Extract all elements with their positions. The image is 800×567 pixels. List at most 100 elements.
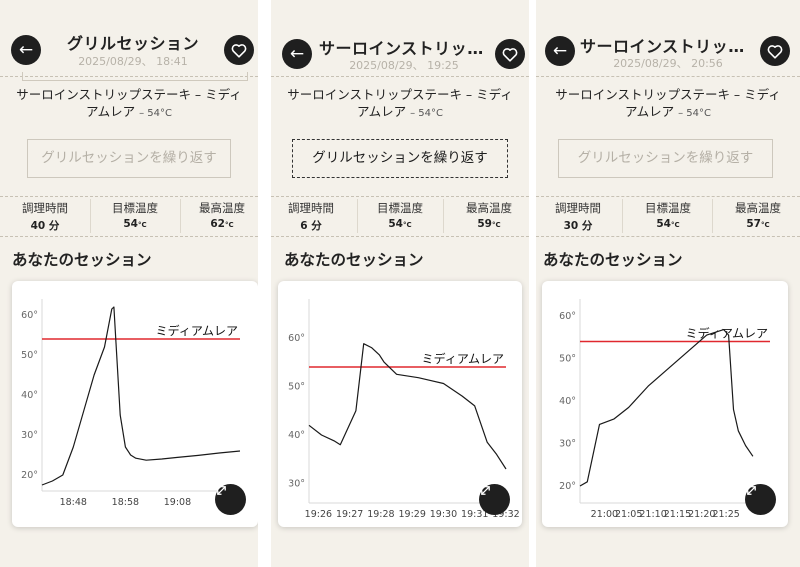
y-tick-label: 50°: [288, 381, 305, 392]
repeat-session-button[interactable]: グリルセッションを繰り返す: [558, 139, 773, 178]
stats-divider-bottom: [0, 236, 258, 237]
recipe-temp: – 54°C: [678, 108, 711, 119]
stat-label: 最高温度: [735, 201, 781, 215]
back-button[interactable]: ←: [545, 36, 575, 66]
y-tick-label: 40°: [288, 430, 305, 441]
favorite-button[interactable]: [224, 35, 254, 65]
recipe-temp: – 54°C: [410, 108, 443, 119]
heart-icon: [231, 43, 247, 58]
y-tick-label: 50°: [21, 350, 38, 361]
stat-label: 調理時間: [288, 201, 334, 215]
expand-arrows-icon: [747, 486, 756, 495]
session-panel: ← グリルセッション 2025/08/29、 18:41 サーロインストリップス…: [0, 0, 258, 567]
stats-divider-bottom: [536, 236, 800, 237]
stat-value: 57°C: [746, 218, 770, 230]
session-panel: ← サーロインストリップ... 2025/08/29、 19:25 サーロインス…: [271, 0, 529, 567]
y-tick-label: 30°: [559, 439, 576, 450]
repeat-session-button[interactable]: グリルセッションを繰り返す: [27, 139, 231, 178]
heart-icon: [502, 47, 518, 62]
header-divider: [0, 76, 258, 77]
stat-value: 30 分: [563, 220, 593, 232]
stat-label: 調理時間: [22, 201, 68, 215]
stat-divider: [90, 199, 91, 233]
temperature-chart-card: 30° 40° 50° 60° 19:26 19:27 19:28 19:29 19:30 19:…: [278, 281, 522, 527]
stat-label: 目標温度: [112, 201, 158, 215]
page-title: サーロインストリップ...: [580, 37, 756, 56]
recipe-temp: – 54°C: [139, 108, 172, 119]
x-tick-label: 19:30: [430, 509, 457, 520]
stat-label: 調理時間: [555, 201, 601, 215]
recipe-line1: サーロインストリップステーキ – ミディ: [555, 87, 781, 102]
target-temperature-label: ミディアムレア: [156, 323, 238, 338]
favorite-button[interactable]: [760, 36, 790, 66]
stat-divider: [622, 199, 623, 233]
expand-chart-button[interactable]: [479, 484, 510, 515]
x-tick-label: 19:31: [461, 509, 488, 520]
stat-label: 最高温度: [466, 201, 512, 215]
recipe-name: サーロインストリップステーキ – ミディ アムレア – 54°C: [281, 86, 519, 122]
y-tick-label: 60°: [288, 333, 305, 344]
x-tick-label: 19:08: [164, 497, 191, 508]
stats-divider-top: [0, 196, 258, 197]
y-tick-label: 20°: [21, 470, 38, 481]
stat-target-temp: 目標温度 54°C: [95, 200, 175, 230]
temperature-series-line: [41, 306, 241, 486]
arrow-left-icon: ←: [18, 40, 34, 60]
target-temperature-label: ミディアムレア: [422, 351, 504, 366]
x-tick-label: 21:05: [615, 509, 642, 520]
session-datetime: 2025/08/29、 18:41: [78, 55, 188, 68]
x-tick-label: 19:29: [398, 509, 425, 520]
x-tick-label: 21:00: [591, 509, 618, 520]
expand-arrows-icon: [481, 486, 490, 495]
stat-target-temp: 目標温度 54°C: [628, 200, 708, 230]
recipe-line2: アムレア: [624, 104, 675, 119]
expand-chart-button[interactable]: [745, 484, 776, 515]
stat-cook-time: 調理時間 40 分: [5, 200, 85, 233]
x-tick-label: 19:26: [305, 509, 332, 520]
temperature-chart-card: 20° 30° 40° 50° 60° 21:00 21:05 21:10 21:15 21:20…: [542, 281, 788, 527]
stat-value: 40 分: [30, 220, 60, 232]
temperature-chart: 20° 30° 40° 50° 60° 21:0021:0521:1021:1521:20…: [559, 299, 770, 520]
temperature-chart: 30° 40° 50° 60° 19:26 19:27 19:28 19:29 19:30 19:…: [288, 299, 520, 520]
expand-arrows-icon: [217, 486, 226, 495]
stat-max-temp: 最高温度 62°C: [182, 200, 258, 230]
repeat-session-button[interactable]: グリルセッションを繰り返す: [292, 139, 508, 178]
recipe-name: サーロインストリップステーキ – ミディ アムレア – 54°C: [546, 86, 790, 122]
header-divider: [271, 76, 529, 77]
x-tick-label: 19:27: [336, 509, 363, 520]
y-tick-label: 40°: [559, 396, 576, 407]
recipe-line2: アムレア: [356, 104, 407, 119]
back-button[interactable]: ←: [11, 35, 41, 65]
x-tick-label: 18:58: [112, 497, 139, 508]
stat-cook-time: 調理時間 30 分: [538, 200, 618, 233]
stat-divider: [357, 199, 358, 233]
x-tick-label: 21:15: [664, 509, 691, 520]
x-tick-label: 21:25: [712, 509, 739, 520]
back-button[interactable]: ←: [282, 39, 312, 69]
page-title: グリルセッション: [66, 34, 199, 53]
stat-value: 59°C: [477, 218, 501, 230]
y-tick-label: 20°: [559, 481, 576, 492]
temperature-series-line: [308, 343, 507, 470]
section-title: あなたのセッション: [12, 251, 152, 269]
session-panel: ← サーロインストリップ... 2025/08/29、 20:56 サーロインス…: [536, 0, 800, 567]
stat-max-temp: 最高温度 59°C: [449, 200, 529, 230]
stat-label: 最高温度: [199, 201, 245, 215]
expand-chart-button[interactable]: [215, 484, 246, 515]
x-tick-label: 21:10: [639, 509, 666, 520]
stat-target-temp: 目標温度 54°C: [360, 200, 440, 230]
recipe-line1: サーロインストリップステーキ – ミディ: [287, 87, 513, 102]
x-tick-label: 21:20: [688, 509, 715, 520]
stats-divider-top: [271, 196, 529, 197]
section-title: あなたのセッション: [543, 251, 683, 269]
stat-label: 目標温度: [645, 201, 691, 215]
heart-icon: [767, 44, 783, 59]
page-title: サーロインストリップ...: [319, 39, 489, 58]
temperature-chart-card: 20°30°40°50°60°18:4818:5819:0819:18ミディアム…: [12, 281, 258, 527]
favorite-button[interactable]: [495, 39, 525, 69]
stat-max-temp: 最高温度 57°C: [718, 200, 798, 230]
stats-divider-top: [536, 196, 800, 197]
x-tick-label: 18:48: [60, 497, 87, 508]
stat-divider: [712, 199, 713, 233]
stat-value: 6 分: [300, 220, 322, 232]
